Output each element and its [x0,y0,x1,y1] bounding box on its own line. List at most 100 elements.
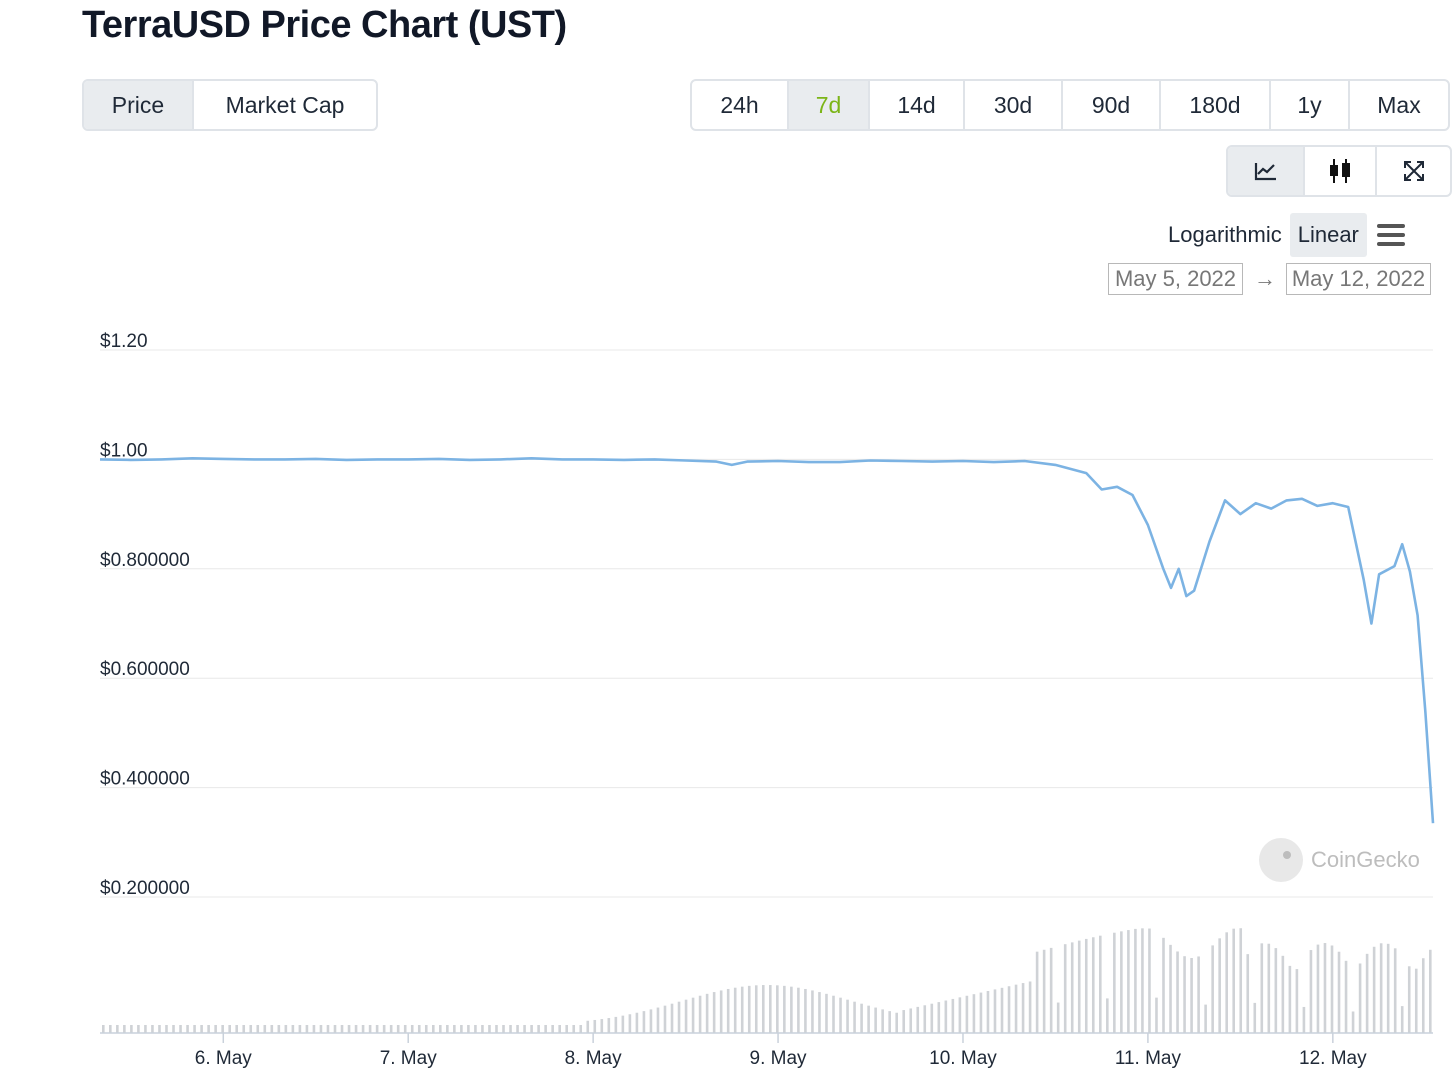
volume-bar [1014,984,1018,1033]
volume-bar [965,995,969,1033]
candlestick-icon [1330,159,1350,183]
scale-linear[interactable]: Linear [1289,213,1367,257]
volume-bar [663,1005,667,1033]
volume-bar [172,1025,175,1033]
tab-7d[interactable]: 7d [789,81,870,129]
volume-bar [825,993,828,1033]
tab-1y[interactable]: 1y [1271,81,1350,129]
volume-bar [1007,986,1011,1033]
volume-bar [958,997,962,1033]
y-tick-label: $1.00 [100,440,148,461]
volume-bar [544,1025,547,1033]
volume-bar [277,1025,281,1033]
volume-bar [116,1025,119,1033]
volume-bar [846,999,849,1033]
volume-bar [1393,948,1397,1033]
line-chart-icon [1254,163,1276,181]
volume-bar [635,1012,639,1033]
volume-bar [431,1025,435,1033]
volume-bar [495,1025,498,1033]
tab-max[interactable]: Max [1377,91,1421,118]
date-to-input[interactable]: May 12, 2022 [1286,263,1431,295]
volume-bar [1239,928,1243,1033]
x-tick-label: 6. May [195,1048,253,1069]
volume-bar [705,993,709,1033]
coingecko-logo-icon [1259,838,1303,882]
volume-bar [130,1025,133,1033]
volume-bar [1267,943,1271,1033]
volume-bar [1281,955,1285,1033]
date-range-arrow: → [1254,266,1276,291]
volume-bar [1176,951,1179,1033]
volume-bar [572,1025,576,1033]
x-tick-label: 9. May [750,1048,808,1069]
date-from-input[interactable]: May 5, 2022 [1108,263,1243,295]
volume-bar [439,1025,442,1033]
volume-bar [867,1005,870,1033]
volume-bar [860,1003,863,1033]
volume-bar [1386,943,1390,1033]
tab-90d[interactable]: 90d [1063,81,1161,129]
volume-bar [1253,1002,1257,1033]
volume-bar [1127,930,1130,1033]
volume-bar [614,1016,618,1033]
volume-bar [221,1025,224,1033]
volume-bar [1211,945,1214,1033]
volume-bar [558,1025,561,1033]
volume-bar [881,1009,884,1033]
volume-bar [417,1025,421,1033]
volume-bar [396,1025,400,1033]
volume-bar [1028,981,1032,1033]
tab-market-cap[interactable]: Market Cap [225,91,345,118]
volume-bar [305,1025,309,1033]
volume-bar [1295,969,1299,1033]
volume-bar [747,985,751,1033]
chart-view-buttons [1226,145,1452,197]
volume-bar [1120,931,1123,1033]
volume-bar [769,985,772,1033]
volume-bar [874,1007,877,1033]
volume-bar [895,1012,898,1033]
volume-bar [923,1005,927,1033]
expand-button[interactable] [1377,147,1450,195]
volume-bar [551,1025,554,1033]
coingecko-watermark: CoinGecko [1259,838,1420,882]
volume-bar [228,1025,231,1033]
volume-bar [1042,949,1046,1033]
line-chart-button[interactable] [1228,147,1305,195]
volume-bar [1316,944,1320,1033]
volume-bar [249,1025,253,1033]
volume-bar [403,1025,407,1033]
volume-bar [1035,951,1039,1033]
volume-bar [684,999,688,1033]
volume-bar [916,1006,920,1033]
volume-bar [109,1025,112,1033]
tab-price[interactable]: Price [84,81,194,129]
volume-bar [137,1025,140,1033]
volume-bar [909,1008,913,1033]
tab-180d[interactable]: 180d [1161,81,1271,129]
volume-bar [1309,950,1313,1033]
tab-14d[interactable]: 14d [870,81,965,129]
hamburger-menu-icon[interactable] [1376,224,1405,246]
volume-bar [312,1025,316,1033]
volume-bar [523,1025,526,1033]
volume-bar [1106,998,1109,1033]
volume-bar [698,995,702,1033]
volume-bar [1169,944,1172,1033]
volume-bar [123,1025,126,1033]
volume-bar [460,1025,463,1033]
tab-24h[interactable]: 24h [692,81,789,129]
volume-bar [888,1011,891,1033]
candlestick-button[interactable] [1305,147,1377,195]
volume-bar [740,986,744,1033]
y-tick-label: $0.600000 [100,659,190,680]
expand-icon [1403,161,1424,181]
volume-bar [1274,948,1278,1033]
volume-bar [1429,949,1432,1033]
scale-logarithmic[interactable]: Logarithmic [1168,222,1282,247]
volume-bar [579,1025,583,1033]
volume-bar [832,995,835,1033]
tab-30d[interactable]: 30d [965,81,1063,129]
volume-bar [1077,940,1081,1033]
